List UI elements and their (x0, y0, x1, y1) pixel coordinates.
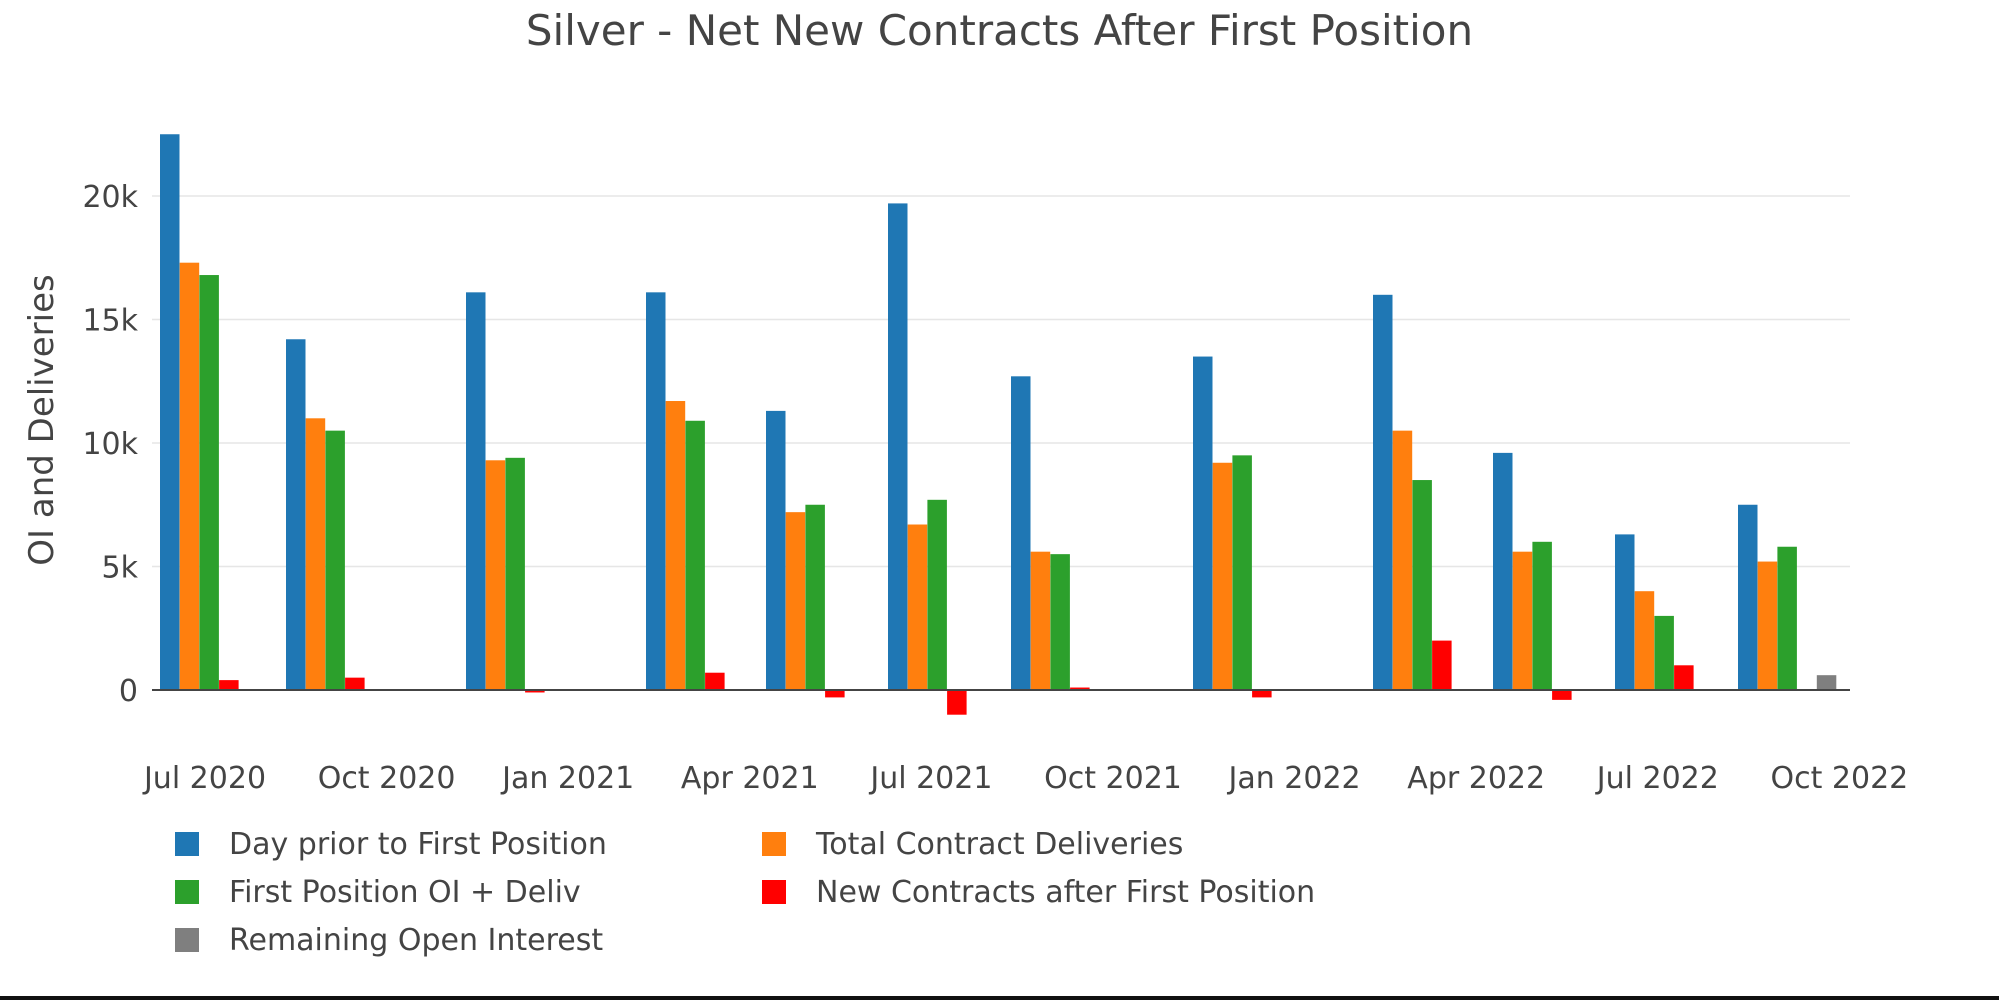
bar (1030, 551, 1051, 690)
bar (286, 339, 306, 690)
bar (219, 680, 239, 690)
legend-item-remaining-oi[interactable]: Remaining Open Interest (175, 920, 603, 960)
bar (466, 292, 486, 690)
x-tick-label: Jul 2022 (1595, 761, 1719, 796)
x-tick-label: Oct 2021 (1044, 761, 1182, 796)
y-tick-label: 10k (82, 427, 138, 462)
legend-item-new-contracts[interactable]: New Contracts after First Position (762, 872, 1315, 912)
x-tick-label: Jul 2021 (868, 761, 992, 796)
chart-title: Silver - Net New Contracts After First P… (525, 6, 1474, 55)
x-tick-label: Apr 2022 (1407, 761, 1545, 796)
legend-swatch (175, 928, 199, 952)
bottom-border (0, 996, 1999, 1000)
legend-swatch (175, 832, 199, 856)
legend-item-total-deliveries[interactable]: Total Contract Deliveries (762, 824, 1183, 864)
bar (1532, 541, 1552, 690)
bar (1634, 591, 1655, 690)
legend-swatch (175, 880, 199, 904)
bar (160, 134, 180, 690)
bar (179, 262, 200, 690)
legend-label: Day prior to First Position (229, 826, 607, 862)
bar (785, 512, 806, 690)
bar (525, 690, 545, 693)
bar (1011, 376, 1031, 690)
legend-item-first-position[interactable]: First Position OI + Deliv (175, 872, 581, 912)
bar (685, 420, 705, 690)
bar (1512, 551, 1533, 690)
legend-label: First Position OI + Deliv (229, 874, 581, 910)
bar (1757, 561, 1778, 690)
bar (305, 418, 326, 690)
y-tick-label: 20k (82, 180, 138, 215)
bar (1674, 665, 1694, 690)
legend-label: Remaining Open Interest (229, 922, 604, 958)
bar (1738, 504, 1758, 690)
bar (1070, 687, 1090, 690)
legend-label: New Contracts after First Position (816, 874, 1316, 910)
bar (505, 457, 525, 690)
x-tick-label: Oct 2020 (318, 761, 456, 796)
legend-swatch (762, 832, 786, 856)
bar (1212, 462, 1233, 690)
bar (1816, 675, 1837, 690)
y-tick-label: 15k (82, 304, 138, 339)
bar (345, 677, 365, 690)
bar (646, 292, 666, 690)
bar (927, 499, 947, 690)
bar (907, 524, 928, 690)
bar (1493, 452, 1513, 690)
legend-label: Total Contract Deliveries (816, 826, 1184, 862)
y-tick-label: 0 (119, 674, 138, 709)
bar (888, 203, 908, 690)
bar (947, 690, 967, 715)
bar (1432, 640, 1452, 690)
bar (766, 410, 786, 690)
bar (705, 672, 725, 690)
bar (1193, 356, 1213, 690)
bar (1392, 430, 1413, 690)
bar (1373, 294, 1393, 690)
bar (1615, 534, 1635, 690)
bar (1232, 455, 1252, 690)
x-tick-label: Oct 2022 (1771, 761, 1909, 796)
x-tick-label: Jul 2020 (142, 761, 266, 796)
y-tick-label: 5k (102, 551, 139, 586)
bar (1654, 615, 1674, 690)
bar (199, 275, 219, 690)
bar (825, 690, 845, 698)
legend-swatch (762, 880, 786, 904)
x-tick-label: Apr 2021 (681, 761, 819, 796)
legend-item-day-prior[interactable]: Day prior to First Position (175, 824, 607, 864)
x-tick-label: Jan 2021 (500, 761, 634, 796)
bar (1252, 690, 1272, 698)
bar (1552, 690, 1572, 700)
bar (1412, 480, 1432, 690)
bar (1050, 554, 1070, 690)
bar (665, 401, 686, 690)
bar (485, 460, 506, 690)
bar (325, 430, 345, 690)
bar (805, 504, 825, 690)
x-tick-label: Jan 2022 (1227, 761, 1361, 796)
bar (1777, 546, 1797, 690)
